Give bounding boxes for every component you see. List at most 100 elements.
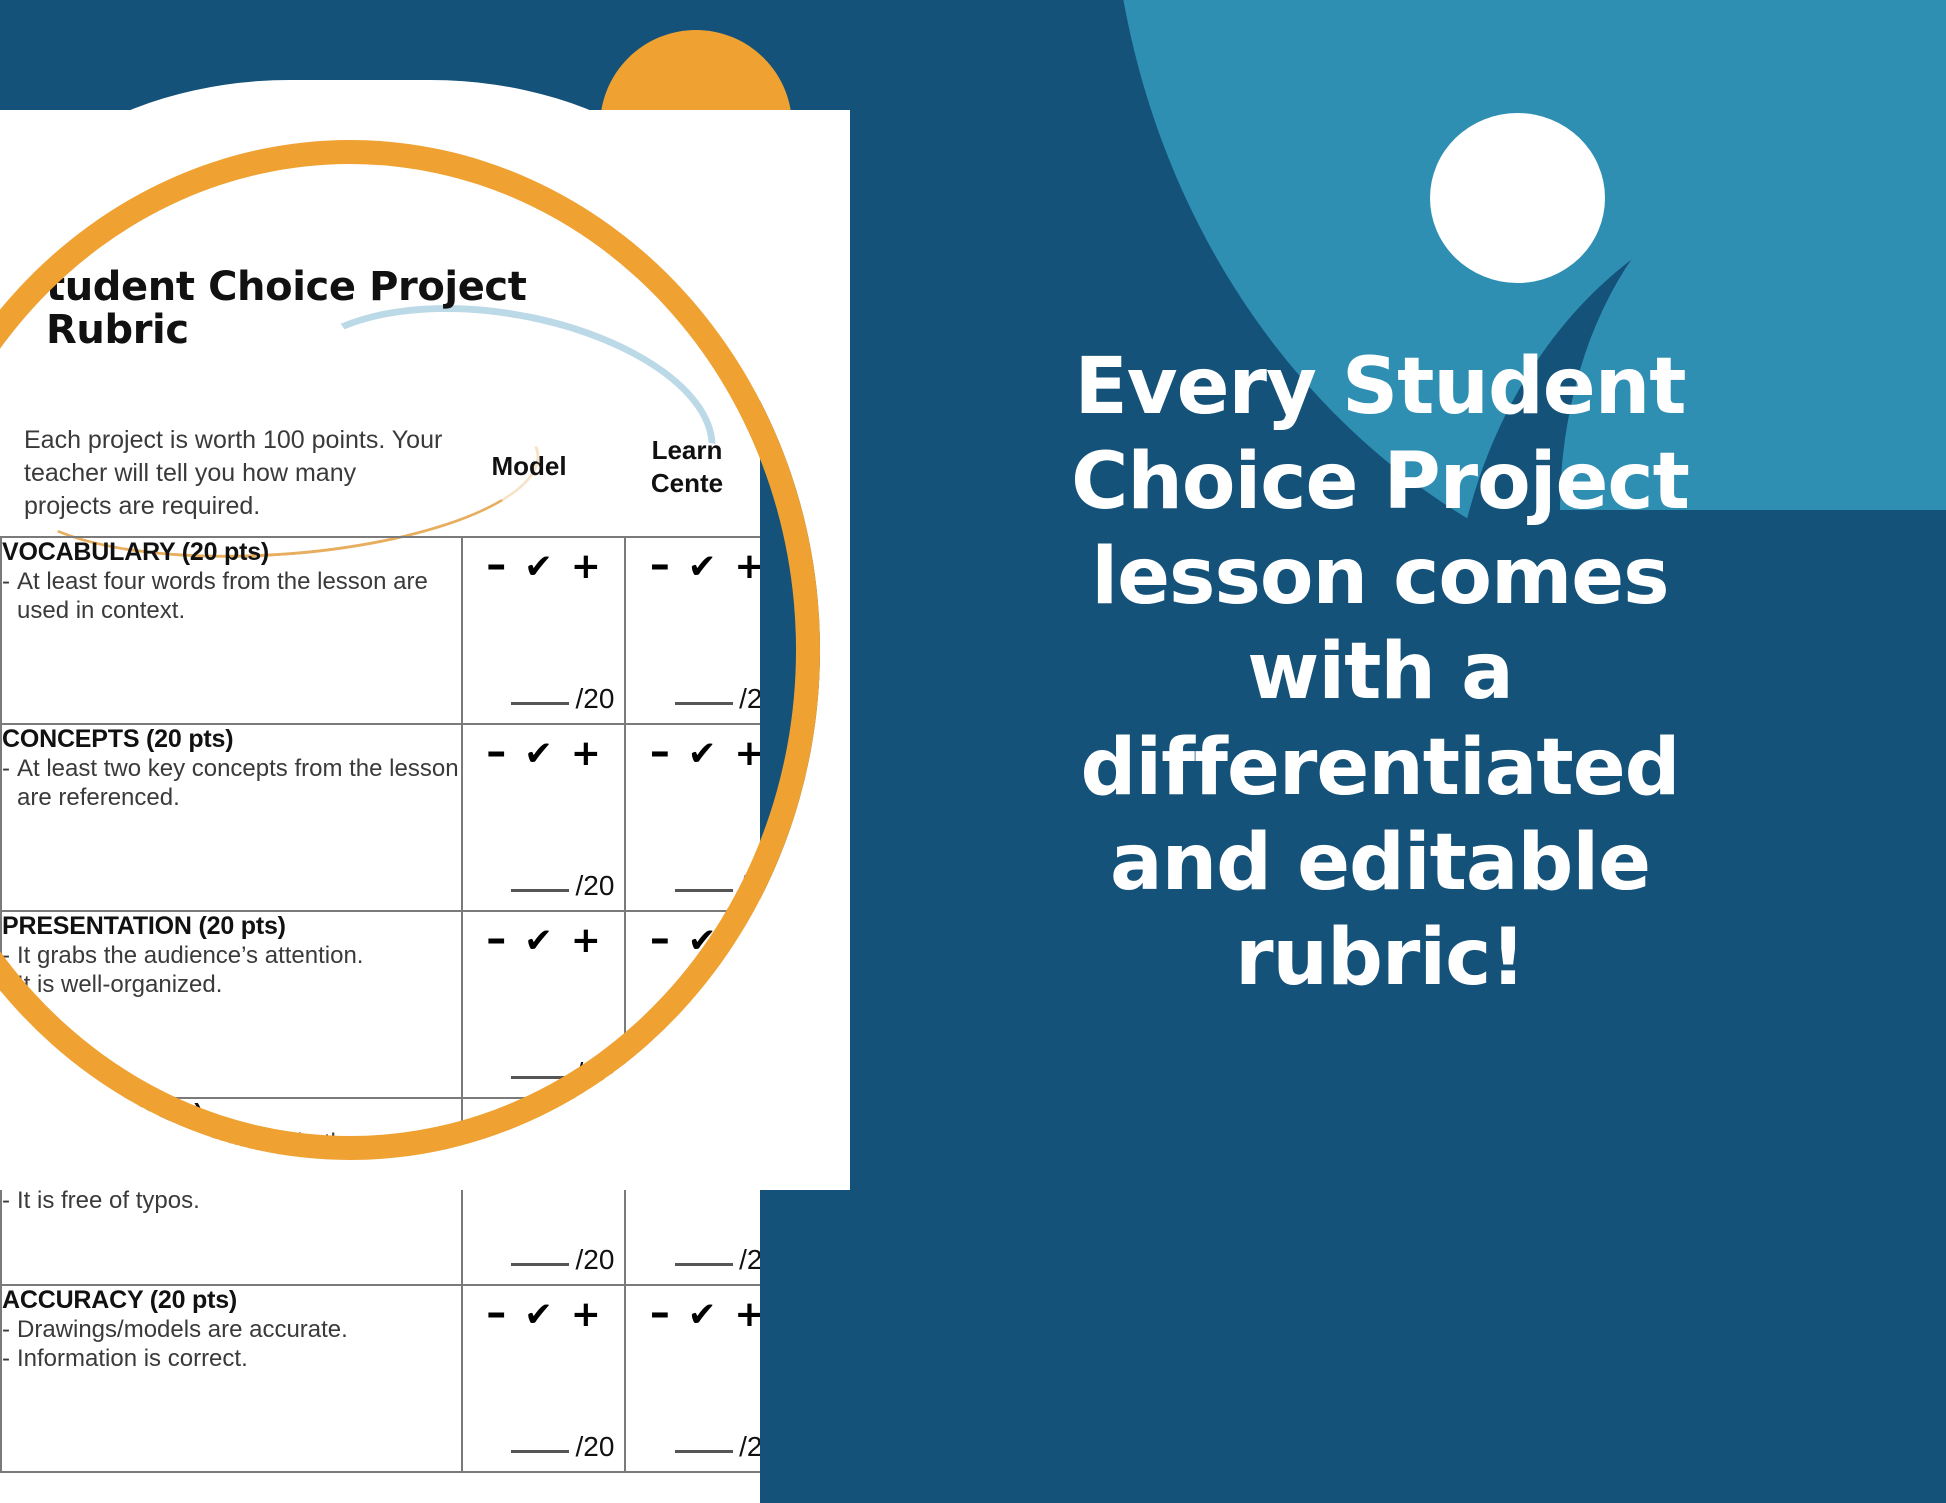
score-total[interactable]: /20 <box>675 1244 760 1276</box>
score-blank-line[interactable] <box>511 1076 570 1079</box>
score-marks[interactable]: – ✔ + <box>463 1099 625 1148</box>
plus-mark-icon[interactable]: + <box>570 546 601 587</box>
plus-mark-icon[interactable]: + <box>570 1107 601 1148</box>
score-marks[interactable]: – ✔ + <box>463 538 625 587</box>
score-marks[interactable]: – ✔ + <box>463 912 625 961</box>
bullet-text: Information is correct. <box>17 1344 248 1372</box>
score-marks[interactable]: – ✔ + <box>463 725 625 774</box>
score-total[interactable]: /20 <box>675 1431 760 1463</box>
criterion-title: CONCEPTS (20 pts) <box>2 725 234 753</box>
score-total[interactable]: /20 <box>511 1431 614 1463</box>
table-row: CLARITY (20 pts) - It is easy to underst… <box>0 1097 760 1286</box>
score-blank-line[interactable] <box>511 702 570 705</box>
plus-mark-icon[interactable]: + <box>734 1294 760 1335</box>
score-suffix: /20 <box>575 683 615 714</box>
bullet-dash-icon: - <box>2 1316 10 1343</box>
criterion-cell-vocabulary: VOCABULARY (20 pts) - At least four word… <box>0 536 463 725</box>
score-blank-line[interactable] <box>511 1450 570 1453</box>
rubric-table-body: VOCABULARY (20 pts) - At least four word… <box>0 536 760 1473</box>
score-total[interactable]: /20 <box>511 1244 614 1276</box>
score-blank-line[interactable] <box>675 889 734 892</box>
minus-mark-icon[interactable]: – <box>486 729 507 775</box>
score-total[interactable]: /20 <box>675 683 760 715</box>
bullet-text: It is well-organized. <box>17 970 223 998</box>
score-blank-line[interactable] <box>675 702 734 705</box>
check-mark-icon[interactable]: ✔ <box>524 1295 553 1335</box>
score-total[interactable]: /20 <box>511 1057 614 1089</box>
plus-mark-icon[interactable]: + <box>734 733 760 774</box>
column-header-learning-center-line1: Learn <box>651 435 723 465</box>
score-total[interactable]: /20 <box>511 683 614 715</box>
criterion-title: VOCABULARY (20 pts) <box>2 538 270 566</box>
plus-mark-icon[interactable]: + <box>570 920 601 961</box>
score-marks[interactable]: – ✔ + <box>626 1099 760 1148</box>
score-suffix: /20 <box>739 1057 760 1088</box>
score-suffix: /20 <box>575 870 615 901</box>
score-blank-line[interactable] <box>675 1076 734 1079</box>
bullet-text: It is easy to understand (whether spoken… <box>17 1129 450 1185</box>
bullet-dash-icon: - <box>2 942 10 969</box>
table-row: ACCURACY (20 pts) - Drawings/models are … <box>0 1284 760 1473</box>
minus-mark-icon[interactable]: – <box>486 916 507 962</box>
check-mark-icon[interactable]: ✔ <box>687 1108 717 1148</box>
minus-mark-icon[interactable]: – <box>486 1290 507 1336</box>
bullet-text: At least two key concepts from the lesso… <box>17 755 459 811</box>
minus-mark-icon[interactable]: – <box>486 542 507 588</box>
check-mark-icon[interactable]: ✔ <box>524 921 553 961</box>
minus-mark-icon[interactable]: – <box>649 916 670 962</box>
score-marks[interactable]: – ✔ + <box>626 725 760 774</box>
score-cell-learning-center[interactable]: – ✔ + /20 <box>624 1284 760 1473</box>
bullet-dash-icon: - <box>2 755 10 782</box>
score-total[interactable]: /20 <box>511 870 614 902</box>
score-total[interactable]: /20 <box>675 870 760 902</box>
minus-mark-icon[interactable]: – <box>649 1103 670 1149</box>
score-cell-model[interactable]: – ✔ + /20 <box>460 536 627 725</box>
score-blank-line[interactable] <box>675 1450 734 1453</box>
minus-mark-icon[interactable]: – <box>649 729 670 775</box>
score-marks[interactable]: – ✔ + <box>626 912 760 961</box>
plus-mark-icon[interactable]: + <box>734 546 760 587</box>
check-mark-icon[interactable]: ✔ <box>524 1108 553 1148</box>
check-mark-icon[interactable]: ✔ <box>524 547 553 587</box>
minus-mark-icon[interactable]: – <box>649 1290 670 1336</box>
criterion-cell-clarity: CLARITY (20 pts) - It is easy to underst… <box>0 1097 463 1286</box>
bullet-dash-icon: - <box>2 1344 10 1372</box>
score-cell-model[interactable]: – ✔ + /20 <box>460 910 627 1099</box>
criterion-bullet: - At least two key concepts from the les… <box>2 755 461 813</box>
score-suffix: /20 <box>575 1057 615 1088</box>
score-cell-model[interactable]: – ✔ + /20 <box>460 1284 627 1473</box>
column-header-learning-center-line2: Cente <box>650 467 724 498</box>
bullet-dash-icon: - <box>2 568 10 595</box>
minus-mark-icon[interactable]: – <box>649 542 670 588</box>
score-cell-learning-center[interactable]: – ✔ + /20 <box>624 536 760 725</box>
check-mark-icon[interactable]: ✔ <box>687 547 717 587</box>
background-white-ellipse <box>1430 113 1605 283</box>
column-header-model: Model <box>491 451 567 481</box>
score-blank-line[interactable] <box>511 889 570 892</box>
criterion-cell-accuracy: ACCURACY (20 pts) - Drawings/models are … <box>0 1284 463 1473</box>
score-marks[interactable]: – ✔ + <box>626 538 760 587</box>
plus-mark-icon[interactable]: + <box>570 1294 601 1335</box>
score-blank-line[interactable] <box>511 1263 570 1266</box>
check-mark-icon[interactable]: ✔ <box>687 921 717 961</box>
score-cell-learning-center[interactable]: – ✔ + /20 <box>624 1097 760 1286</box>
score-cell-model[interactable]: – ✔ + /20 <box>460 723 627 912</box>
score-cell-model[interactable]: – ✔ + /20 <box>460 1097 627 1286</box>
score-total[interactable]: /20 <box>675 1057 760 1089</box>
plus-mark-icon[interactable]: + <box>570 733 601 774</box>
page-title: tudent Choice Project Rubric <box>46 264 527 354</box>
criterion-bullet: - Information is correct. <box>2 1345 461 1374</box>
score-cell-learning-center[interactable]: – ✔ + /20 <box>624 910 760 1099</box>
plus-mark-icon[interactable]: + <box>734 1107 760 1148</box>
score-cell-learning-center[interactable]: – ✔ + /20 <box>624 723 760 912</box>
criterion-bullet: - It is well-organized. <box>2 971 461 1000</box>
score-blank-line[interactable] <box>675 1263 734 1266</box>
score-marks[interactable]: – ✔ + <box>626 1286 760 1335</box>
promo-headline: Every Student Choice Project lesson come… <box>1071 342 1690 1003</box>
check-mark-icon[interactable]: ✔ <box>687 1295 717 1335</box>
check-mark-icon[interactable]: ✔ <box>687 734 717 774</box>
check-mark-icon[interactable]: ✔ <box>524 734 553 774</box>
plus-mark-icon[interactable]: + <box>734 920 760 961</box>
score-marks[interactable]: – ✔ + <box>463 1286 625 1335</box>
minus-mark-icon[interactable]: – <box>486 1103 507 1149</box>
